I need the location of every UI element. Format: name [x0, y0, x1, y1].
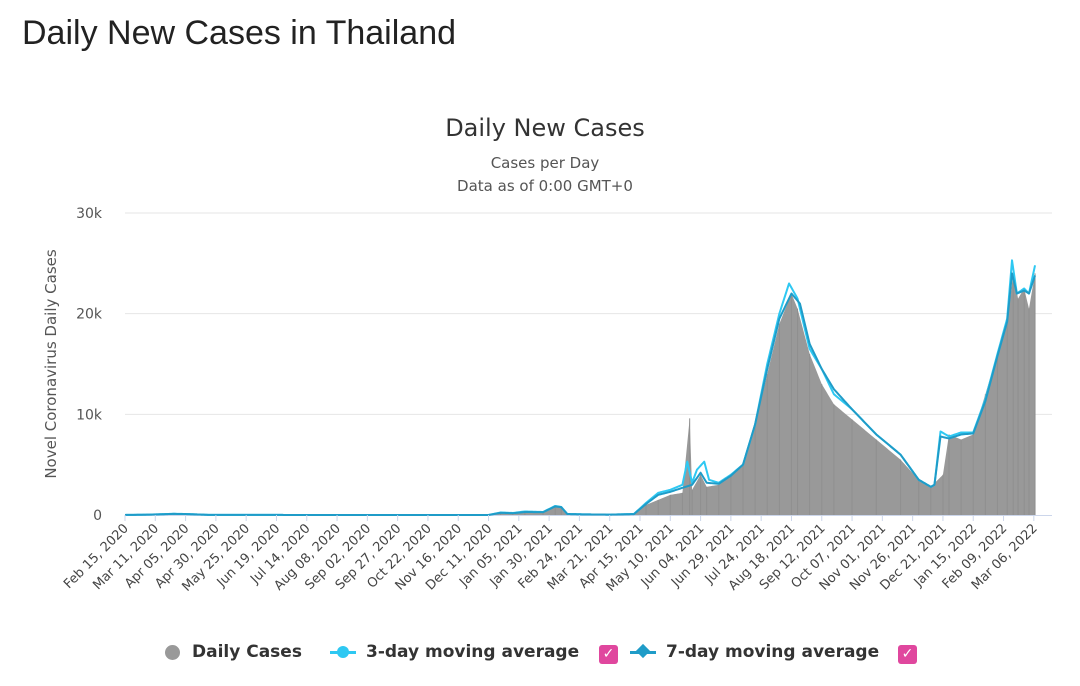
legend-label-3day-ma: 3-day moving average: [366, 642, 580, 662]
page-heading: Daily New Cases in Thailand: [22, 14, 457, 52]
y-tick-label: 30k: [76, 206, 103, 222]
legend-label-7day-ma: 7-day moving average: [666, 642, 880, 662]
moving-average-series: [124, 259, 1037, 516]
y-tick-label: 10k: [76, 407, 103, 423]
chart-subtitle-2: Data as of 0:00 GMT+0: [457, 177, 633, 195]
daily-cases-marker-icon: [165, 644, 180, 660]
y-tick-label: 0: [93, 508, 102, 524]
daily-cases-series: [124, 273, 1036, 515]
chart-title: Daily New Cases: [445, 114, 645, 142]
toggle-7day-ma-checkbox[interactable]: ✓: [898, 645, 917, 664]
legend-item-daily-cases[interactable]: Daily Cases: [165, 642, 302, 662]
y-axis-ticks: 0 10k 20k 30k: [76, 206, 103, 524]
toggle-3day-ma-checkbox[interactable]: ✓: [599, 645, 618, 664]
legend-item-7day-ma[interactable]: 7-day moving average: [630, 642, 879, 662]
line-circle-marker-icon: [330, 645, 356, 658]
daily-cases-area: [125, 273, 1036, 515]
legend-label-daily-cases: Daily Cases: [192, 642, 302, 662]
line-diamond-marker-icon: [630, 643, 656, 658]
chart-subtitle-1: Cases per Day: [491, 154, 600, 172]
legend-item-3day-ma[interactable]: 3-day moving average: [330, 642, 579, 662]
ma-7day-line: [124, 272, 1036, 516]
chart: Daily New Cases Cases per Day Data as of…: [42, 114, 1052, 595]
legend: Daily Cases 3-day moving average ✓ 7-day…: [0, 642, 1080, 672]
y-axis-label: Novel Coronavirus Daily Cases: [42, 249, 60, 479]
y-tick-label: 20k: [76, 307, 103, 323]
